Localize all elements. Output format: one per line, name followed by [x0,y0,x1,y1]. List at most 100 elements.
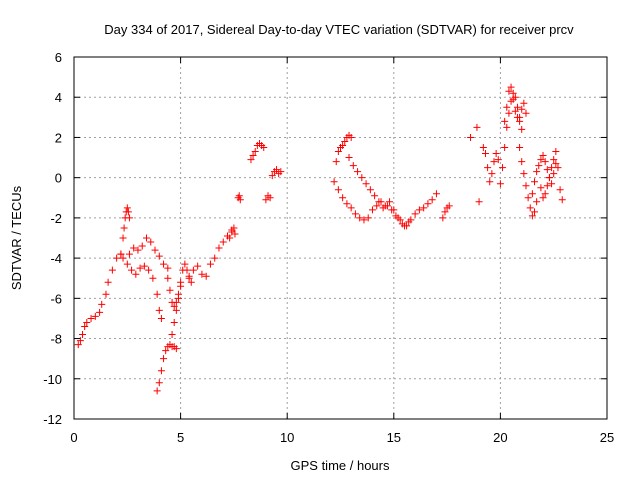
data-point [501,117,509,125]
data-point [511,107,519,115]
data-point [185,274,193,282]
data-point [124,208,132,216]
data-point [130,244,138,252]
data-point [343,200,351,208]
grid-layer [74,57,607,419]
data-point [490,158,498,166]
data-point [164,274,172,282]
data-point [505,109,513,117]
data-point [509,89,517,97]
series-arc-k [247,139,268,164]
series-arc-d [125,234,172,272]
data-point [206,260,214,268]
data-point [541,158,549,166]
data-point [507,83,515,91]
series-arc-g [164,274,185,310]
data-point [134,246,142,254]
data-point [556,186,564,194]
data-point [441,208,449,216]
y-tick-label: -8 [50,332,62,347]
data-point [262,196,270,204]
data-point [334,186,342,194]
y-tick-label: 2 [55,130,62,145]
data-point [132,270,140,278]
data-point [235,192,243,200]
data-point [153,290,161,298]
data-point [516,144,524,151]
x-tick-label: 25 [600,430,614,445]
data-point [79,331,87,339]
data-point [108,266,116,274]
data-point [145,266,153,274]
data-point [177,282,185,290]
data-point [119,234,127,242]
data-point [479,144,487,151]
data-point [558,196,566,204]
data-point [170,302,178,310]
data-point [390,206,398,214]
data-point [520,99,528,107]
data-point [505,87,513,95]
data-point [531,208,539,216]
series-arc-t [479,144,502,186]
data-point [334,148,342,156]
data-point [266,194,274,202]
data-point [481,150,489,158]
data-point [411,210,419,218]
data-point [230,224,238,232]
data-point [526,204,534,212]
data-point [375,198,383,206]
data-point [249,152,257,160]
data-point [394,214,402,222]
data-point [356,214,364,222]
data-point [518,158,526,166]
data-point [349,162,357,170]
data-point [211,254,219,262]
data-point [194,262,202,270]
data-point [247,156,255,164]
data-point [123,260,131,268]
series-arc-n [330,178,389,224]
data-point [147,238,155,246]
data-point [548,164,556,172]
x-tick-label: 5 [177,430,184,445]
data-point [345,154,353,162]
y-tick-label: 6 [55,50,62,65]
data-point [407,216,415,224]
data-points-layer [74,83,566,395]
series-arc-c [119,254,165,322]
series-arc-j [234,192,244,204]
data-point [484,164,492,172]
series-arc-x [528,152,566,204]
data-point [172,306,180,314]
data-point [373,202,381,210]
data-point [531,178,539,186]
data-point [379,204,387,212]
data-point [123,204,131,212]
data-point [545,174,553,182]
data-point [494,156,502,164]
data-point [360,216,368,224]
data-point [364,214,372,222]
data-point [236,196,244,204]
data-point [432,190,440,198]
data-point [537,184,545,192]
data-point [155,252,163,260]
y-tick-label: -10 [43,372,62,387]
data-point [98,300,106,308]
data-point [415,206,423,214]
series-arc-s [467,123,483,206]
data-point [499,164,507,172]
data-point [142,234,150,242]
data-point [155,306,163,314]
data-point [198,270,206,278]
data-point [120,224,128,232]
data-point [251,148,259,156]
data-point [420,204,428,212]
data-point [170,318,178,326]
data-point [91,312,99,320]
data-point [475,198,483,206]
data-point [330,178,338,186]
data-point [181,260,189,268]
